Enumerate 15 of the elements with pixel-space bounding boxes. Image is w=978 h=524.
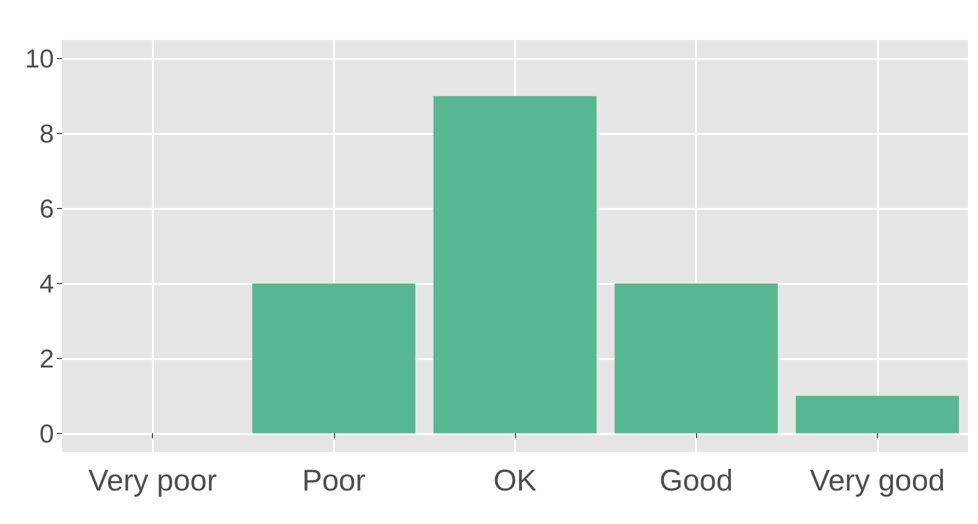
y-tick-label: 0 (40, 418, 54, 448)
x-tick-label: OK (493, 464, 537, 498)
x-tick-label: Poor (302, 464, 366, 498)
y-tick-label: 2 (40, 343, 54, 374)
x-tick-label: Good (660, 464, 733, 498)
bar (433, 96, 597, 434)
bar (614, 283, 778, 434)
y-tick-label: 8 (40, 118, 54, 149)
bar (252, 283, 416, 434)
x-tick-label: Very good (810, 464, 945, 498)
x-tick-label: Very poor (88, 464, 217, 498)
bar (796, 396, 959, 434)
y-tick-label: 6 (40, 194, 54, 224)
y-tick-label: 4 (40, 268, 54, 298)
y-tick-label: 10 (25, 44, 54, 74)
